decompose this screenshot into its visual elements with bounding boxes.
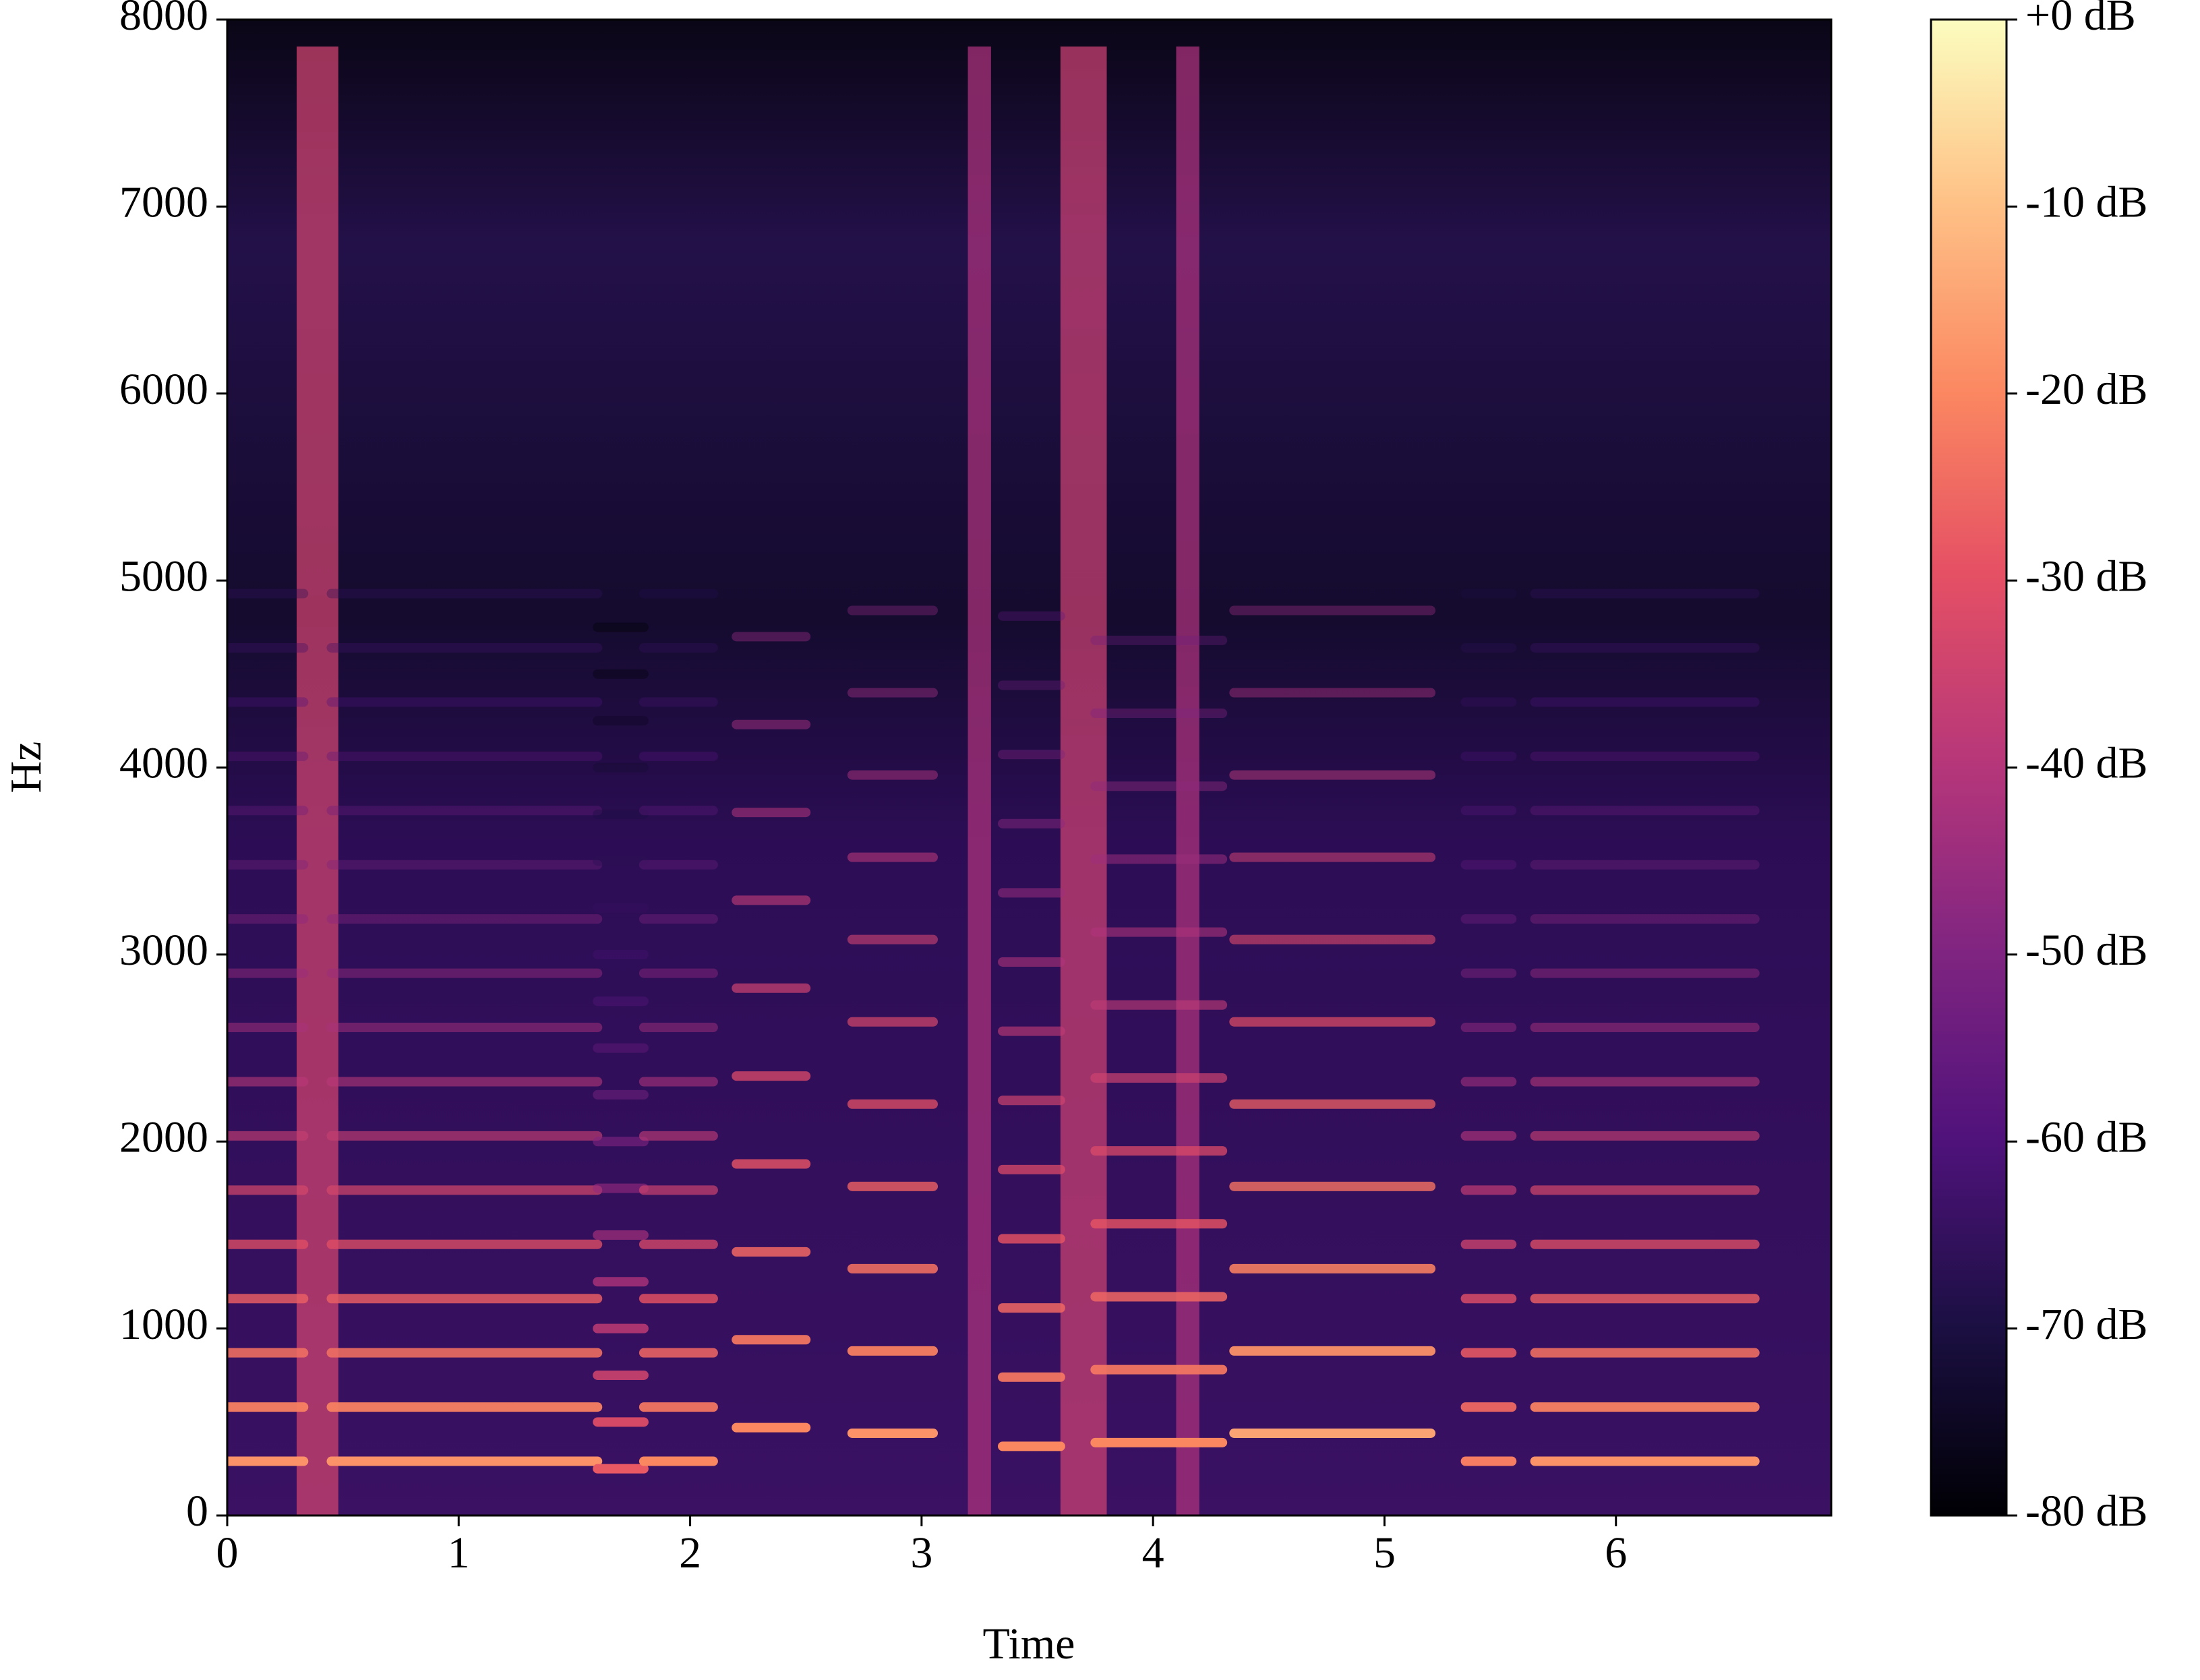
colorbar xyxy=(1930,18,2008,1517)
y-tick-label: 4000 xyxy=(119,739,208,788)
colorbar-tick-label: -50 dB xyxy=(2025,926,2148,975)
x-axis-label: Time xyxy=(983,1619,1075,1669)
y-tick-label: 3000 xyxy=(119,926,208,975)
colorbar-tick-label: -20 dB xyxy=(2025,365,2148,414)
y-tick-label: 0 xyxy=(186,1487,208,1536)
spectrogram xyxy=(227,47,1760,1516)
y-tick-label: 8000 xyxy=(119,0,208,40)
broadband-band xyxy=(296,47,338,1516)
plot-background xyxy=(227,20,1831,1516)
colorbar-tick-label: -80 dB xyxy=(2025,1487,2148,1536)
x-tick-label: 1 xyxy=(448,1528,470,1578)
y-tick-label: 1000 xyxy=(119,1300,208,1349)
x-tick-label: 3 xyxy=(910,1528,932,1578)
y-axis-label: Hz xyxy=(1,742,51,793)
colorbar-tick-label: -70 dB xyxy=(2025,1300,2148,1349)
y-tick-label: 7000 xyxy=(119,178,208,227)
y-tick-label: 5000 xyxy=(119,551,208,601)
x-tick-label: 2 xyxy=(679,1528,701,1578)
colorbar-tick-label: -30 dB xyxy=(2025,551,2148,601)
x-tick-label: 5 xyxy=(1373,1528,1396,1578)
y-tick-label: 2000 xyxy=(119,1112,208,1162)
broadband-band xyxy=(968,47,991,1516)
broadband-band xyxy=(1176,47,1199,1516)
x-tick-label: 6 xyxy=(1605,1528,1627,1578)
y-tick-label: 6000 xyxy=(119,365,208,414)
colorbar-tick-label: +0 dB xyxy=(2025,0,2136,40)
x-tick-label: 4 xyxy=(1142,1528,1164,1578)
colorbar-tick-label: -60 dB xyxy=(2025,1112,2148,1162)
broadband-band xyxy=(1060,47,1107,1516)
colorbar-tick-label: -10 dB xyxy=(2025,178,2148,227)
x-tick-label: 0 xyxy=(216,1528,239,1578)
colorbar-tick-label: -40 dB xyxy=(2025,739,2148,788)
